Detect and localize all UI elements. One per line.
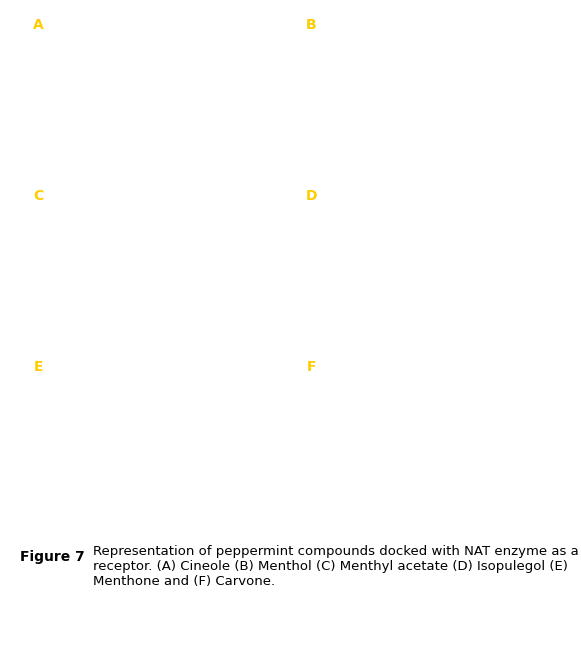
Text: Figure 7: Figure 7 (20, 550, 85, 564)
Text: Representation of peppermint compounds docked with NAT enzyme as a receptor. (A): Representation of peppermint compounds d… (93, 545, 579, 588)
Text: A: A (33, 18, 44, 32)
Text: F: F (306, 360, 316, 374)
Text: E: E (33, 360, 43, 374)
Text: D: D (306, 189, 317, 203)
Text: B: B (306, 18, 317, 32)
Text: C: C (33, 189, 43, 203)
